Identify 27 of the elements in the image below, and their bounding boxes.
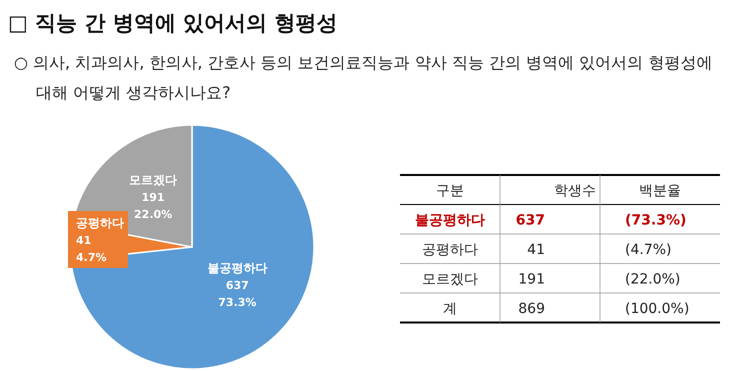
category-label: 공평하다 [422, 242, 478, 258]
slice-label: 불공평하다 [207, 260, 268, 275]
text: 637 [226, 278, 249, 292]
text: 191 [142, 191, 165, 204]
text: (73.3%) [625, 212, 686, 228]
text: 191 [518, 272, 545, 288]
slice-label: 모르겠다 [129, 173, 178, 187]
text: 41 [527, 242, 545, 258]
text: 637 [516, 212, 545, 228]
text: 41 [76, 234, 92, 247]
text: (100.0%) [625, 301, 690, 317]
text: (4.7%) [625, 242, 672, 258]
text: 계 [443, 301, 457, 317]
data-label: 4.7% [76, 251, 107, 264]
data-label: 73.3% [218, 296, 256, 309]
text: 869 [518, 301, 545, 317]
chart-title: □ 직능 간 병역에 있어서의 형평성 [8, 11, 338, 35]
slice-label: 불공평하다 [415, 212, 485, 228]
data-label: 22.0% [134, 208, 172, 221]
chart-subtitle: ○ 의사, 치과의사, 한의사, 간호사 등의 보건의료직능과 약사 직능 간의 병역에 있어서의 형평성에 대해 어떻게 생각하시나요? [14, 53, 712, 102]
category-label: 모르겠다 [422, 272, 478, 288]
text: 학생수 [554, 183, 596, 199]
text: (22.0%) [625, 272, 680, 288]
pie-slice [70, 124, 315, 370]
text: 구분 [436, 183, 464, 199]
text: 백분율 [639, 183, 681, 199]
slice-label: 공평하다 [76, 216, 124, 230]
